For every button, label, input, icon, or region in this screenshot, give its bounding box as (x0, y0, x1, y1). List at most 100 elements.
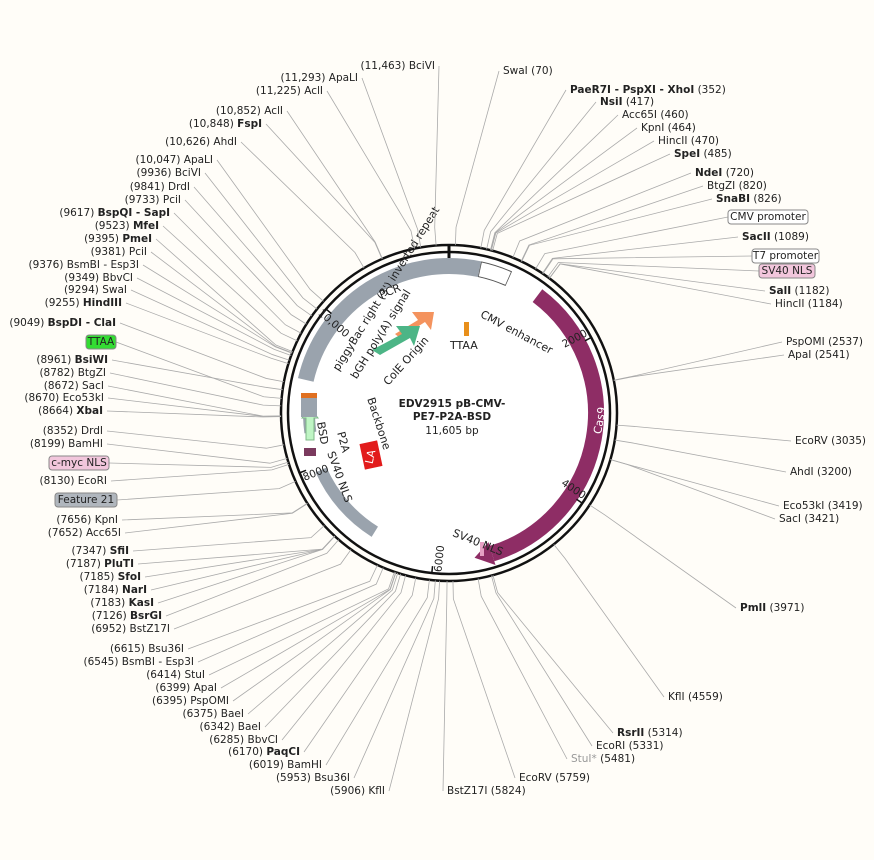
site-part: BaeI (221, 708, 244, 720)
site-label: (7185) SfoI (79, 571, 141, 583)
feature-arc (489, 289, 604, 562)
site-part: HincII (658, 135, 687, 147)
site-part: (485) (703, 148, 731, 160)
leader-line (486, 101, 597, 250)
leader-line (542, 236, 739, 274)
ruler-tick (576, 498, 583, 504)
site-part: (5906) (330, 785, 365, 797)
site-part: Bsu36I (314, 772, 350, 784)
site-label: (8672) SacI (44, 380, 104, 392)
site-part: BsmBI - Esp3I (67, 259, 139, 271)
site-part: (8672) (44, 380, 79, 392)
site-part: XbaI (76, 405, 103, 417)
leader-line (136, 277, 292, 356)
site-part: (7126) (92, 610, 127, 622)
site-part: (10,626) (165, 136, 210, 148)
site-part: (70) (531, 65, 553, 77)
leader-line (492, 575, 614, 734)
site-part: (5331) (629, 740, 664, 752)
site-part: NarI (122, 584, 147, 596)
site-part: (3421) (804, 513, 839, 525)
leader-line (130, 289, 290, 361)
feature-label: TTAA (449, 339, 478, 352)
ttaa-box (301, 393, 317, 398)
site-part: SpeI (674, 148, 700, 160)
site-part: PspOMI (786, 336, 825, 348)
site-label: (11,225) AclI (256, 85, 323, 97)
site-label: (7126) BsrGI (92, 610, 162, 622)
site-part: BbvCI (247, 734, 278, 746)
site-part: (11,225) (256, 85, 301, 97)
site-part: (9049) (9, 317, 44, 329)
site-part: NsiI (600, 96, 623, 108)
leader-line (110, 463, 290, 482)
ruler-label: 6000 (432, 545, 447, 573)
site-label: SacI (3421) (779, 513, 839, 525)
leader-line (326, 90, 416, 249)
site-label: (6285) BbvCI (209, 734, 278, 746)
leader-line (124, 503, 308, 534)
site-label: (8130) EcoRI (40, 475, 108, 487)
site-part: Eco53kI (63, 392, 104, 404)
site-label: (9733) PciI (125, 194, 181, 206)
site-label: (9617) BspQI - SapI (59, 207, 170, 219)
site-part: BciVI (175, 167, 201, 179)
site-part: (9381) (91, 246, 126, 258)
site-label: (8664) XbaI (38, 405, 103, 417)
site-label: (6545) BsmBI - Esp3I (84, 656, 194, 668)
site-part: (352) (698, 84, 726, 96)
site-part: SfoI (118, 571, 141, 583)
site-part: SalI (769, 285, 791, 297)
site-part: KpnI (95, 514, 118, 526)
feature-arc (478, 262, 511, 285)
site-part: (9733) (125, 194, 160, 206)
site-label: KflI (4559) (668, 691, 723, 703)
site-part: (2541) (815, 349, 850, 361)
leader-line (520, 185, 704, 262)
leader-line (490, 127, 638, 251)
site-part: BstZ17I (447, 785, 487, 797)
site-part: (8670) (24, 392, 59, 404)
site-label: SwaI (70) (503, 65, 553, 77)
leader-line (492, 153, 671, 251)
site-label: (8782) BtgZI (39, 367, 106, 379)
site-part: (8664) (38, 405, 73, 417)
site-part: HindIII (83, 297, 122, 309)
feature-arc (297, 258, 482, 382)
site-part: NdeI (695, 167, 722, 179)
leader-line (116, 480, 296, 501)
site-part: SacI (779, 513, 801, 525)
site-label: SpeI (485) (674, 148, 732, 160)
site-part: PmeI (122, 233, 152, 245)
leader-line (613, 354, 785, 381)
site-label: PspOMI (2537) (786, 336, 863, 348)
site-label: HincII (1184) (775, 298, 843, 310)
site-part: KflI (368, 785, 385, 797)
site-part: (11,463) (361, 60, 406, 72)
site-label: (7347) SfiI (71, 545, 129, 557)
leader-line (614, 439, 787, 473)
site-label: Acc65I (460) (622, 109, 689, 121)
site-label: (6395) PspOMI (152, 695, 229, 707)
backbone-box (301, 395, 317, 417)
site-part: BsiWI (75, 354, 108, 366)
leader-line (490, 140, 655, 251)
site-part: BspQI - SapI (98, 207, 170, 219)
site-label: (11,293) ApaLI (280, 72, 358, 84)
site-label: (10,626) AhdI (165, 136, 237, 148)
site-part: (6375) (183, 708, 218, 720)
site-part: DrdI (81, 425, 103, 437)
site-label: (11,463) BciVI (361, 60, 435, 72)
site-part: (8130) (40, 475, 75, 487)
site-part: (5824) (491, 785, 526, 797)
ruler-tick (584, 336, 592, 342)
leader-line (197, 567, 384, 663)
feature-label: BSD (314, 421, 331, 446)
site-part: (6414) (146, 669, 181, 681)
leader-line (521, 198, 713, 262)
site-label: (5906) KflI (330, 785, 385, 797)
site-part: PspOMI (190, 695, 229, 707)
site-part: RsrII (617, 727, 644, 739)
site-label: (6615) Bsu36I (110, 643, 184, 655)
site-label: SacII (1089) (742, 231, 809, 243)
